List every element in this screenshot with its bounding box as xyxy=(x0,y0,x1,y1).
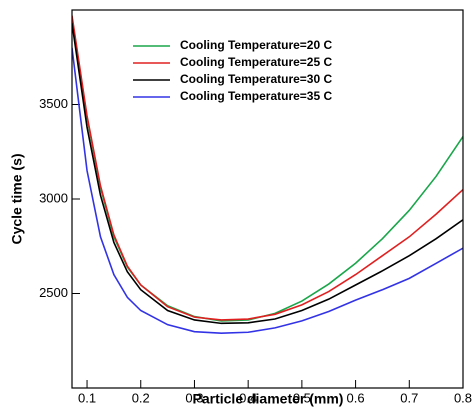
plot-frame xyxy=(71,9,464,389)
legend-label: Cooling Temperature=30 C xyxy=(180,72,332,86)
legend-label: Cooling Temperature=20 C xyxy=(180,38,332,52)
x-tick-label: 0.7 xyxy=(400,390,418,405)
x-tick-label: 0.2 xyxy=(132,390,150,405)
y-tick-label: 3000 xyxy=(39,190,68,205)
x-tick-label: 0.4 xyxy=(239,390,257,405)
series-line xyxy=(72,23,463,325)
series-line xyxy=(72,15,463,321)
x-axis-label: Particle diameter (mm) xyxy=(193,391,344,407)
y-axis-label: Cycle time (s) xyxy=(9,153,25,244)
x-tick-label: 0.3 xyxy=(185,390,203,405)
legend-label: Cooling Temperature=25 C xyxy=(180,55,332,69)
x-tick-label: 0.1 xyxy=(78,390,96,405)
x-tick-label: 0.8 xyxy=(454,390,472,405)
x-tick-label: 0.6 xyxy=(347,390,365,405)
series-line xyxy=(72,47,463,334)
y-tick-label: 3500 xyxy=(39,96,68,111)
x-tick-label: 0.5 xyxy=(293,390,311,405)
y-tick-label: 2500 xyxy=(39,285,68,300)
legend-label: Cooling Temperature=35 C xyxy=(180,89,332,103)
